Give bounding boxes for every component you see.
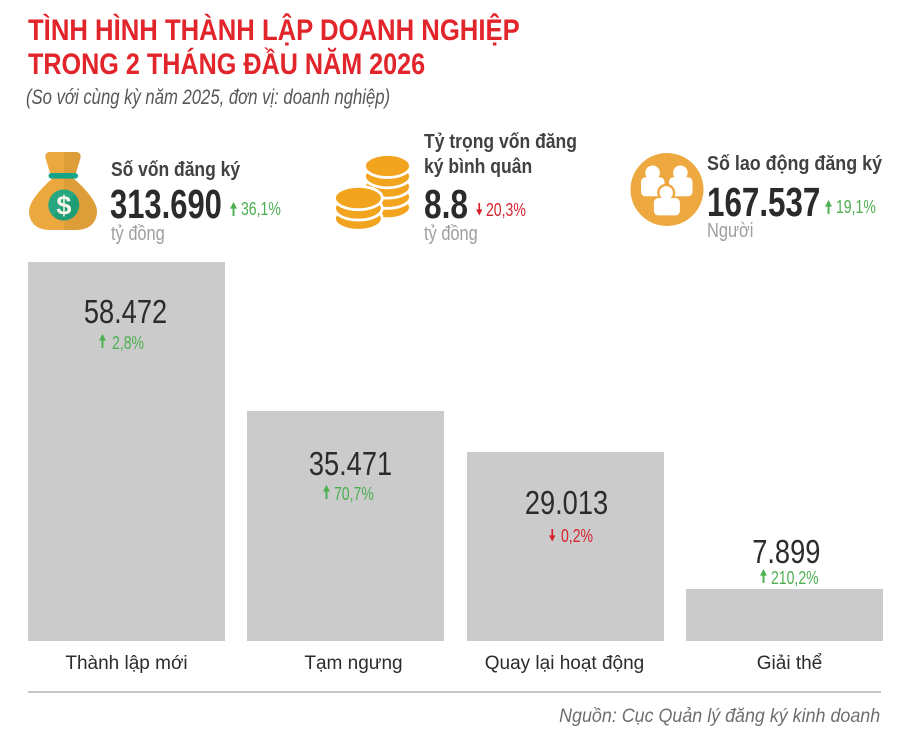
svg-text:$: $ bbox=[56, 191, 71, 221]
